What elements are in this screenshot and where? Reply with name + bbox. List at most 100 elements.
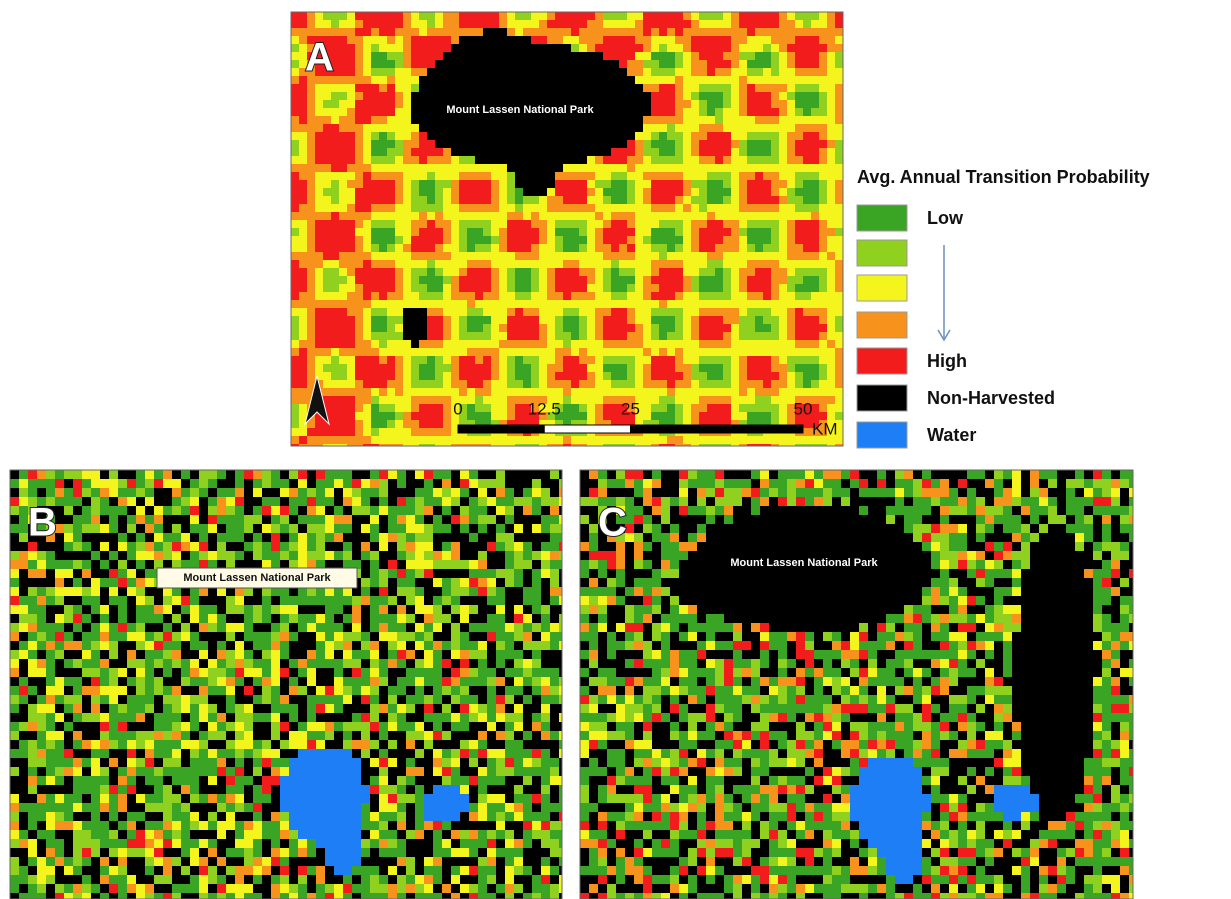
raster-cell — [483, 292, 491, 300]
raster-cell — [427, 28, 435, 36]
raster-cell — [667, 52, 675, 60]
raster-cell — [181, 605, 190, 614]
raster-cell — [755, 316, 763, 324]
raster-cell — [779, 292, 787, 300]
raster-cell — [379, 308, 387, 316]
raster-cell — [731, 116, 739, 124]
raster-cell — [443, 396, 451, 404]
raster-cell — [361, 533, 370, 542]
raster-cell — [627, 36, 635, 44]
raster-cell — [491, 212, 499, 220]
raster-cell — [611, 292, 619, 300]
raster-cell — [499, 284, 507, 292]
raster-cell — [190, 632, 199, 641]
raster-cell — [747, 172, 755, 180]
raster-cell — [835, 284, 843, 292]
raster-cell — [442, 470, 451, 479]
raster-cell — [499, 124, 507, 132]
raster-cell — [433, 623, 442, 632]
raster-cell — [827, 212, 835, 220]
raster-cell — [555, 284, 563, 292]
raster-cell — [715, 332, 723, 340]
raster-cell — [587, 28, 595, 36]
raster-cell — [299, 92, 307, 100]
raster-cell — [397, 497, 406, 506]
raster-cell — [803, 100, 811, 108]
raster-cell — [172, 542, 181, 551]
raster-cell — [411, 244, 419, 252]
raster-cell — [747, 436, 755, 444]
raster-cell — [715, 316, 723, 324]
raster-cell — [397, 524, 406, 533]
raster-cell — [507, 148, 515, 156]
raster-cell — [451, 28, 459, 36]
raster-cell — [691, 364, 699, 372]
raster-cell — [715, 372, 723, 380]
raster-cell — [563, 20, 571, 28]
raster-cell — [387, 196, 395, 204]
raster-cell — [370, 488, 379, 497]
raster-cell — [787, 84, 795, 92]
raster-cell — [459, 268, 467, 276]
raster-cell — [627, 324, 635, 332]
raster-cell — [331, 164, 339, 172]
raster-cell — [739, 332, 747, 340]
raster-cell — [19, 614, 28, 623]
raster-cell — [459, 172, 467, 180]
raster-cell — [683, 68, 691, 76]
raster-cell — [371, 396, 379, 404]
raster-cell — [611, 244, 619, 252]
raster-cell — [478, 632, 487, 641]
raster-cell — [707, 172, 715, 180]
raster-cell — [811, 140, 819, 148]
raster-cell — [579, 132, 587, 140]
raster-cell — [795, 220, 803, 228]
raster-cell — [731, 188, 739, 196]
raster-cell — [739, 68, 747, 76]
raster-cell — [539, 244, 547, 252]
raster-cell — [55, 614, 64, 623]
raster-cell — [523, 84, 531, 92]
raster-cell — [683, 164, 691, 172]
raster-cell — [707, 236, 715, 244]
raster-cell — [339, 364, 347, 372]
raster-cell — [523, 148, 531, 156]
raster-cell — [747, 76, 755, 84]
raster-cell — [707, 388, 715, 396]
raster-cell — [675, 260, 683, 268]
raster-cell — [491, 260, 499, 268]
raster-cell — [451, 212, 459, 220]
raster-cell — [419, 212, 427, 220]
raster-cell — [323, 84, 331, 92]
raster-cell — [523, 380, 531, 388]
raster-cell — [73, 641, 82, 650]
raster-cell — [483, 332, 491, 340]
raster-cell — [747, 388, 755, 396]
raster-cell — [603, 348, 611, 356]
raster-cell — [387, 364, 395, 372]
raster-cell — [496, 569, 505, 578]
raster-cell — [827, 28, 835, 36]
raster-cell — [73, 479, 82, 488]
raster-cell — [811, 316, 819, 324]
raster-cell — [435, 276, 443, 284]
raster-cell — [487, 587, 496, 596]
raster-cell — [315, 124, 323, 132]
raster-cell — [555, 260, 563, 268]
raster-cell — [547, 36, 555, 44]
raster-cell — [355, 316, 363, 324]
raster-cell — [307, 276, 315, 284]
raster-cell — [323, 300, 331, 308]
raster-cell — [325, 524, 334, 533]
raster-cell — [379, 497, 388, 506]
raster-cell — [667, 36, 675, 44]
raster-cell — [181, 488, 190, 497]
raster-cell — [323, 116, 331, 124]
raster-cell — [683, 276, 691, 284]
raster-cell — [787, 52, 795, 60]
raster-cell — [739, 260, 747, 268]
raster-cell — [280, 623, 289, 632]
raster-cell — [739, 388, 747, 396]
raster-cell — [515, 28, 523, 36]
raster-cell — [659, 108, 667, 116]
